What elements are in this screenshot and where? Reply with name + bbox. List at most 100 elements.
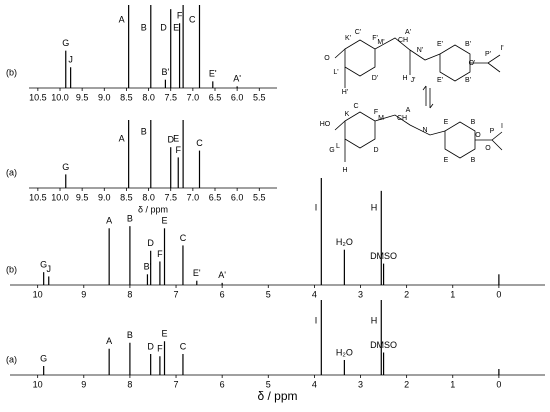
x-tick-label: 9 bbox=[81, 379, 86, 389]
x-tick-label: 8 bbox=[127, 379, 132, 389]
peak-label: A bbox=[119, 14, 125, 24]
ring bbox=[344, 111, 376, 149]
atom-label: F' bbox=[372, 35, 378, 42]
x-tick-label: 2 bbox=[404, 379, 409, 389]
peak-label: F bbox=[177, 11, 183, 21]
x-tick-label: 6 bbox=[220, 289, 225, 299]
x-tick-label: 8.5 bbox=[120, 92, 133, 102]
x-tick-label: 4 bbox=[312, 379, 317, 389]
atom-label: O bbox=[475, 132, 481, 139]
peak-label: B bbox=[127, 330, 133, 340]
peak-label: A' bbox=[218, 270, 226, 280]
x-tick-label: 6.5 bbox=[209, 92, 222, 102]
atom-label: G bbox=[329, 147, 334, 154]
x-tick-label: 5.5 bbox=[253, 92, 266, 102]
peak-label: DMSO bbox=[370, 251, 397, 261]
peak-label: B' bbox=[162, 67, 170, 77]
atom-label: O' bbox=[469, 60, 476, 67]
peak-label: A bbox=[106, 216, 112, 226]
x-tick-label: 1 bbox=[450, 289, 455, 299]
x-tick-label: 8.0 bbox=[142, 192, 155, 202]
x-tick-label: 6.5 bbox=[209, 192, 222, 202]
x-tick-label: 7.5 bbox=[164, 92, 177, 102]
peak-label: J bbox=[46, 264, 51, 274]
atom-label: C bbox=[353, 103, 358, 110]
atom-label: M' bbox=[377, 39, 384, 46]
peak-label: D bbox=[147, 341, 154, 351]
atom-label: L' bbox=[333, 69, 338, 76]
atom-label: B bbox=[471, 119, 476, 126]
x-axis-label: δ / ppm bbox=[257, 389, 297, 403]
x-tick-label: 10 bbox=[33, 289, 43, 299]
x-tick-label: 8.0 bbox=[142, 92, 155, 102]
peak-label: E bbox=[161, 216, 167, 226]
bonds bbox=[334, 114, 503, 162]
x-tick-label: 3 bbox=[358, 379, 363, 389]
peak-label: A bbox=[119, 133, 125, 143]
peak-label: F bbox=[157, 344, 163, 354]
atom-label: B' bbox=[465, 77, 471, 84]
atom-label: CH bbox=[398, 37, 408, 44]
x-tick-label: 10.5 bbox=[29, 92, 47, 102]
atom-label: N bbox=[422, 127, 427, 134]
x-tick-label: 6.0 bbox=[231, 92, 244, 102]
atom-label: J' bbox=[411, 77, 416, 84]
atom-label: H bbox=[342, 167, 347, 174]
atom-label: CH bbox=[397, 115, 407, 122]
atom-label: P bbox=[490, 128, 495, 135]
peak-label: B bbox=[141, 23, 147, 33]
x-tick-label: 8 bbox=[127, 289, 132, 299]
x-tick-label: 6.0 bbox=[231, 192, 244, 202]
peak-label: C bbox=[180, 341, 187, 351]
x-tick-label: 5 bbox=[266, 379, 271, 389]
peak-label: A bbox=[106, 336, 112, 346]
peak-label: G bbox=[40, 260, 47, 270]
x-tick-label: 8.5 bbox=[120, 192, 133, 202]
x-tick-label: 0 bbox=[496, 289, 501, 299]
peak-label: G bbox=[40, 353, 47, 363]
atom-label: A bbox=[406, 107, 411, 114]
x-tick-label: 3 bbox=[358, 289, 363, 299]
peak-label: E bbox=[161, 329, 167, 339]
x-tick-label: 10.5 bbox=[29, 192, 47, 202]
peak-label: C bbox=[189, 14, 196, 24]
peak-label: DMSO bbox=[370, 340, 397, 350]
atom-label: O bbox=[324, 55, 330, 62]
peak-label: H₂O bbox=[336, 237, 353, 247]
peak-label: J bbox=[68, 55, 73, 65]
peak-label: C bbox=[196, 138, 203, 148]
peak-label: B bbox=[127, 214, 133, 224]
atom-label: H bbox=[402, 75, 407, 82]
x-tick-label: 9.0 bbox=[98, 192, 111, 202]
x-tick-label: 0 bbox=[496, 379, 501, 389]
atom-label: HO bbox=[320, 121, 331, 128]
peak-label: B bbox=[141, 127, 147, 137]
atom-label: H' bbox=[342, 89, 348, 96]
panel-label: (b) bbox=[6, 67, 17, 77]
atom-label: N' bbox=[417, 47, 423, 54]
peak-label: D bbox=[147, 238, 154, 248]
atom-label: E' bbox=[437, 41, 443, 48]
atom-label: B bbox=[471, 157, 476, 164]
x-tick-label: 1 bbox=[450, 379, 455, 389]
panel-label: (a) bbox=[6, 354, 17, 364]
x-tick-label: 7.0 bbox=[187, 92, 200, 102]
atom-label: C' bbox=[355, 29, 361, 36]
peak-label: I bbox=[315, 202, 318, 212]
peak-label: I bbox=[315, 315, 318, 325]
x-tick-label: 7 bbox=[174, 289, 179, 299]
equilibrium-arrow bbox=[422, 85, 434, 109]
peak-label: H bbox=[371, 315, 378, 325]
peak-label: E' bbox=[193, 268, 201, 278]
x-tick-label: 6 bbox=[220, 379, 225, 389]
atom-label: K bbox=[345, 111, 350, 118]
peak-label: H₂O bbox=[336, 347, 353, 357]
peak-label: H bbox=[371, 202, 378, 212]
x-tick-label: 5 bbox=[266, 289, 271, 299]
x-tick-label: 10.0 bbox=[51, 92, 69, 102]
peak-label: C bbox=[180, 233, 187, 243]
x-tick-label: 9 bbox=[81, 289, 86, 299]
atom-label: O bbox=[485, 145, 491, 152]
peak-label: F bbox=[175, 145, 181, 155]
atom-label: E bbox=[444, 157, 449, 164]
